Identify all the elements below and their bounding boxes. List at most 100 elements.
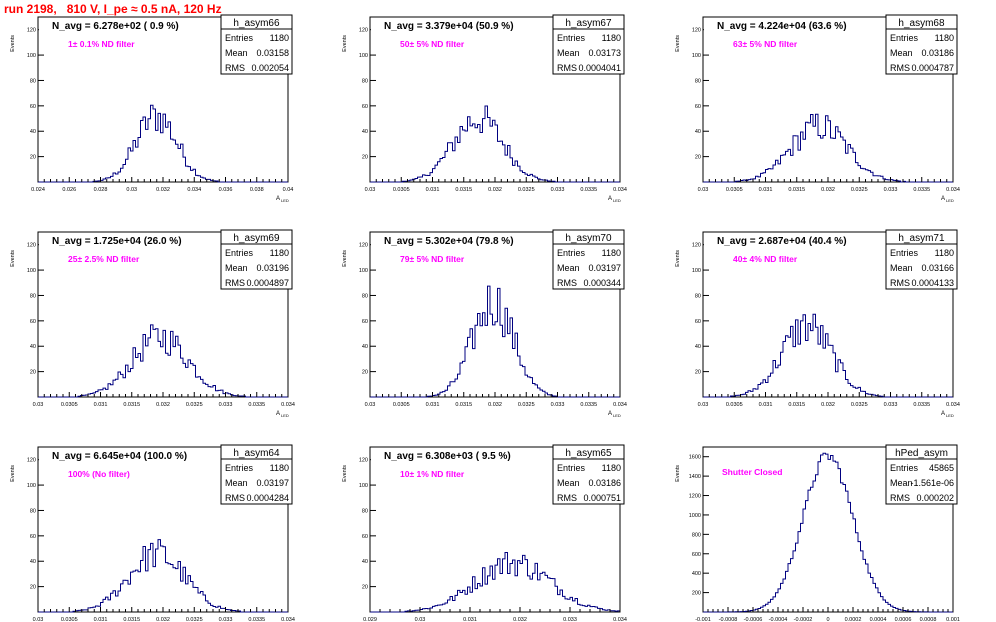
- x-tick-label: 0.028: [94, 187, 108, 193]
- x-tick-label: 0.034: [281, 402, 295, 408]
- x-tick-label: 0.032: [821, 187, 835, 193]
- x-tick-label: 0.0315: [123, 402, 140, 408]
- x-tick-label: 0.03: [365, 187, 376, 193]
- x-tick-label: 0.0325: [851, 187, 868, 193]
- x-tick-label: 0.0315: [123, 617, 140, 622]
- y-tick-label: 60: [30, 319, 36, 325]
- x-tick-label: 0: [826, 617, 829, 622]
- x-tick-label: 0.033: [551, 187, 565, 193]
- stat-value: 1180: [935, 248, 954, 258]
- x-tick-label: 0.0305: [726, 402, 743, 408]
- x-tick-label: 0.033: [884, 187, 898, 193]
- x-tick-label: 0.032: [156, 402, 170, 408]
- y-tick-label: 100: [359, 268, 368, 274]
- stat-value: 0.03158: [256, 48, 289, 58]
- x-tick-label: 0.034: [613, 402, 627, 408]
- y-tick-label: 120: [692, 28, 701, 34]
- x-tick-label: 0.034: [946, 402, 960, 408]
- y-tick-label: 600: [692, 552, 701, 558]
- histogram-name: h_asym66: [233, 18, 280, 29]
- x-tick-label: 0.032: [488, 187, 502, 193]
- x-tick-label: 0.032: [821, 402, 835, 408]
- x-axis-title: ALED: [276, 196, 289, 203]
- stat-value: 1180: [602, 248, 621, 258]
- stat-label: RMS: [225, 63, 245, 73]
- stat-label: Mean: [225, 263, 248, 273]
- x-tick-label: 0.03: [698, 187, 709, 193]
- stat-label: Mean: [225, 478, 248, 488]
- y-tick-label: 20: [30, 370, 36, 376]
- panel-h_asym64: 0.03 0.0305 0.031 0.0315 0.032 0.0325 0.033 0.0…: [10, 444, 295, 622]
- y-tick-label: 1000: [689, 513, 701, 519]
- stats-box: [885, 444, 958, 505]
- histogram-line: [370, 551, 620, 613]
- stat-label: Mean: [225, 48, 248, 58]
- x-tick-label: 0.033: [219, 617, 233, 622]
- panel-h_asym69: 0.03 0.0305 0.031 0.0315 0.032 0.0325 0.033 0.0…: [10, 229, 295, 418]
- stat-value: 45865: [929, 463, 954, 473]
- x-tick-label: 0.0305: [393, 402, 410, 408]
- x-tick-label: 0.04: [283, 187, 294, 193]
- x-axis-title: ALED: [608, 411, 621, 418]
- y-tick-label: 1600: [689, 455, 701, 461]
- y-tick-label: 40: [30, 344, 36, 350]
- filter-label: 63± 5% ND filter: [733, 39, 798, 49]
- y-tick-label: 80: [362, 78, 368, 84]
- filter-label: 10± 1% ND filter: [400, 469, 465, 479]
- x-tick-label: 0.03: [33, 402, 44, 408]
- histogram-line: [370, 285, 620, 398]
- histogram-line: [703, 313, 953, 398]
- filter-label: 40± 4% ND filter: [733, 254, 798, 264]
- x-tick-label: 0.032: [513, 617, 527, 622]
- y-axis-title: Events: [10, 35, 16, 52]
- y-tick-label: 20: [695, 155, 701, 161]
- y-tick-label: 100: [359, 53, 368, 59]
- x-tick-label: 0.0325: [851, 402, 868, 408]
- stat-label: RMS: [890, 493, 910, 503]
- y-tick-label: 80: [695, 78, 701, 84]
- nav-box: [39, 233, 199, 247]
- y-tick-label: 60: [362, 104, 368, 110]
- stat-label: Entries: [557, 463, 586, 473]
- x-tick-label: 0.032: [156, 187, 170, 193]
- filter-label: 100% (No filter): [68, 469, 130, 479]
- nav-box: [371, 233, 531, 247]
- y-tick-label: 100: [359, 483, 368, 489]
- stat-label: RMS: [557, 63, 577, 73]
- nav-box: [371, 448, 531, 462]
- x-tick-label: 0.031: [759, 402, 773, 408]
- y-axis-title: Events: [675, 35, 681, 52]
- histogram-name: h_asym71: [898, 233, 945, 244]
- x-axis-title: ALED: [608, 196, 621, 203]
- y-tick-label: 100: [27, 268, 36, 274]
- x-tick-label: 0.033: [563, 617, 577, 622]
- y-tick-label: 40: [30, 559, 36, 565]
- x-tick-label: 0.033: [219, 402, 233, 408]
- y-axis-title: Events: [675, 465, 681, 482]
- panel-h_asym70: 0.03 0.0305 0.031 0.0315 0.032 0.0325 0.033 0.0…: [342, 229, 627, 418]
- y-tick-label: 1200: [689, 494, 701, 500]
- stat-label: Mean: [557, 263, 580, 273]
- x-tick-label: 0.0335: [580, 187, 597, 193]
- stats-box: [552, 14, 625, 75]
- x-tick-label: 0.0004: [870, 617, 887, 622]
- y-tick-label: 200: [692, 591, 701, 597]
- panel-h_asym66: 0.024 0.026 0.028 0.03 0.032 0.034 0.036 0.038 0…: [10, 14, 294, 203]
- y-tick-label: 100: [27, 53, 36, 59]
- y-tick-label: 120: [27, 28, 36, 34]
- stat-value: 0.03186: [921, 48, 954, 58]
- stat-label: Entries: [890, 463, 919, 473]
- nav-text: N_avg = 4.224e+04 (63.6 %): [717, 21, 847, 32]
- stat-value: 1180: [270, 33, 289, 43]
- y-tick-label: 120: [359, 243, 368, 249]
- y-tick-label: 60: [695, 319, 701, 325]
- stat-value: 0.0004897: [246, 278, 289, 288]
- stats-box: [885, 229, 958, 290]
- panel-h_asym65: 0.029 0.03 0.031 0.032 0.033 0.034 20 40 60 80 100…: [342, 444, 627, 622]
- stat-label: Mean: [557, 478, 580, 488]
- stat-value: 0.0004133: [911, 278, 954, 288]
- x-tick-label: 0.036: [219, 187, 233, 193]
- x-tick-label: 0.034: [946, 187, 960, 193]
- stat-value: -1.561e-06: [910, 478, 954, 488]
- histogram-name: hPed_asym: [895, 448, 948, 459]
